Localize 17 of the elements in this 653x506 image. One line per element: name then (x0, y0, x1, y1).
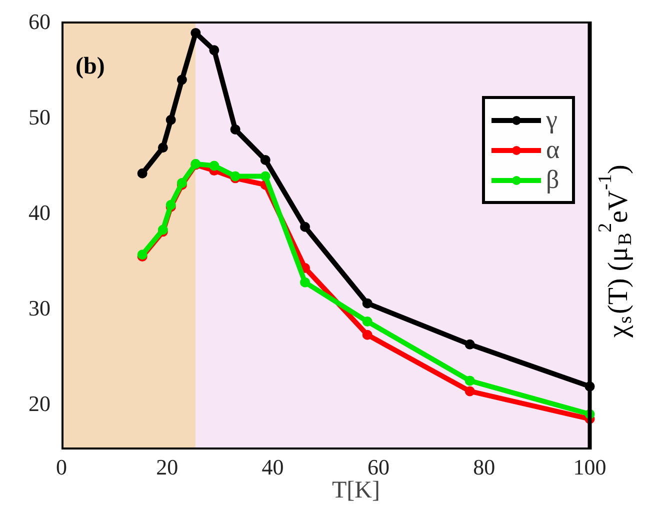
x-tick-label: 20 (156, 454, 178, 480)
x-tick-label: 40 (262, 454, 284, 480)
x-axis-title: T[K] (332, 478, 380, 504)
legend-label: β (546, 165, 560, 195)
legend-label: α (546, 135, 561, 165)
y-tick-label: 20 (28, 391, 50, 416)
y-axis-title: χs(T) (μB2eV-1) (595, 164, 636, 338)
x-tick-label: 100 (573, 454, 606, 480)
annotation: (b) (76, 54, 105, 80)
y-tick-label: 60 (28, 9, 50, 34)
x-tick-label: 80 (473, 454, 496, 480)
y-tick-label: 40 (28, 200, 50, 226)
x-tick-label: 60 (367, 454, 390, 480)
legend-label: γ (546, 105, 558, 135)
y-tick-label: 50 (28, 104, 50, 130)
x-tick-label: 0 (56, 454, 67, 480)
y-tick-label: 30 (28, 296, 50, 321)
